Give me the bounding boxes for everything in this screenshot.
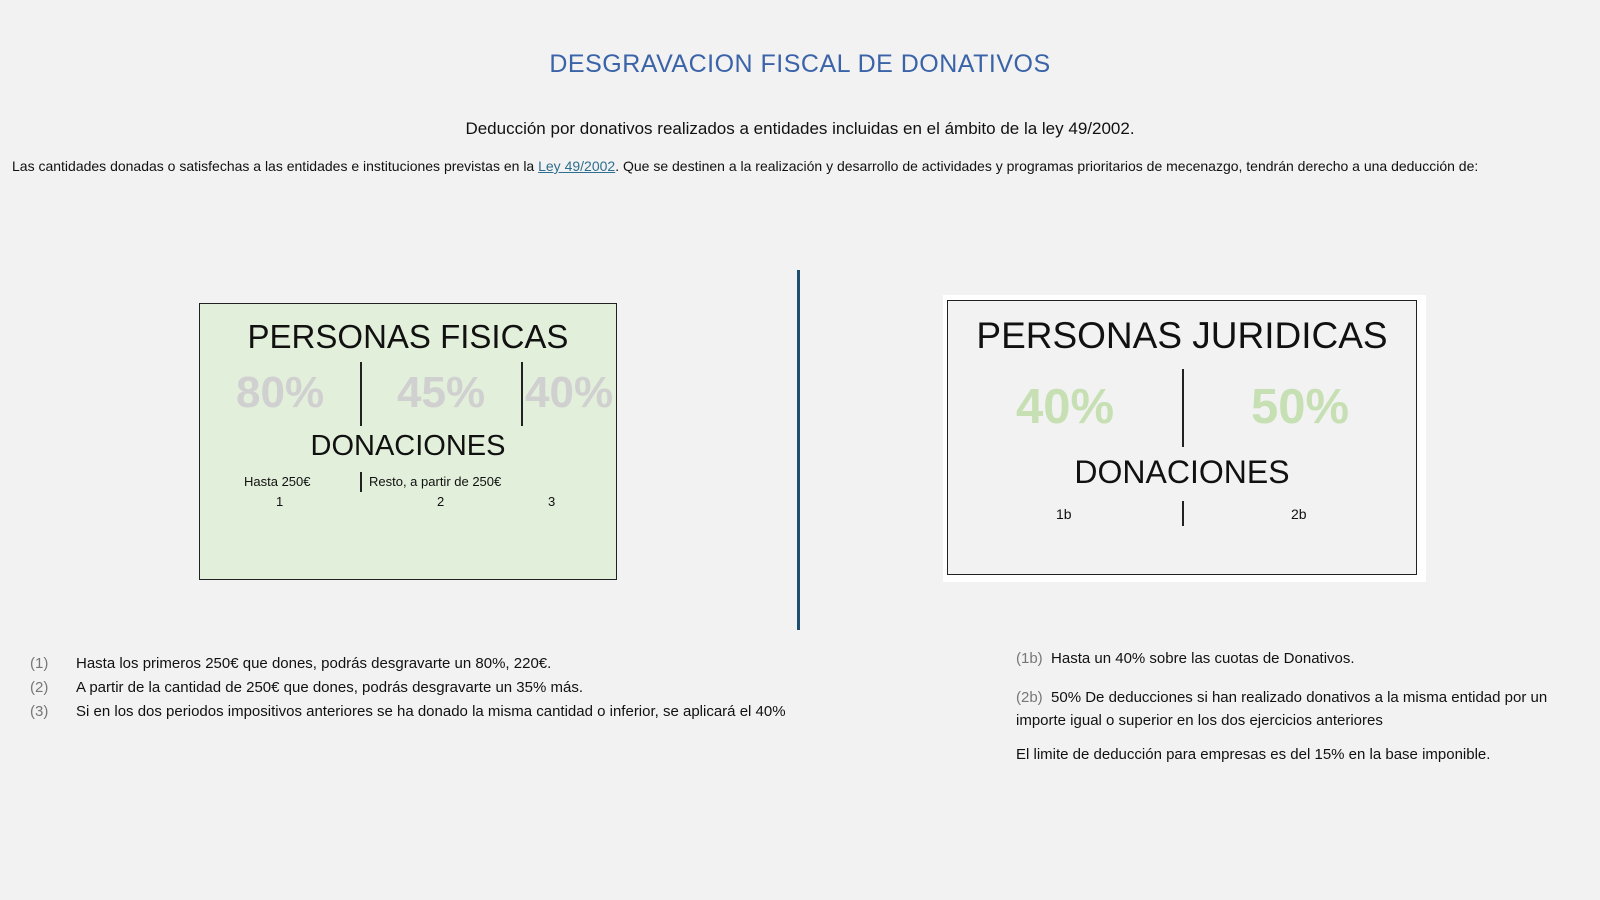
note-number: (2b): [1016, 689, 1043, 706]
limite-text: El limite de deducción para empresas es …: [1016, 746, 1491, 763]
fisicas-pct-2: 45%: [397, 368, 486, 417]
note-text: A partir de la cantidad de 250€ que done…: [76, 679, 584, 696]
fisicas-ref-2: 2: [437, 494, 445, 509]
note-text: Si en los dos periodos impositivos anter…: [76, 703, 786, 720]
separator: [360, 362, 362, 426]
personas-juridicas-box: PERSONAS JURIDICAS 40% 50% DONACIONES 1b…: [947, 300, 1417, 575]
juridicas-pct-1: 40%: [1016, 380, 1115, 434]
juridicas-ref-2: 2b: [1291, 506, 1307, 522]
note-text: Hasta los primeros 250€ que dones, podrá…: [76, 655, 552, 672]
fisicas-ref-1: 1: [276, 494, 284, 509]
fisicas-donaciones: DONACIONES: [310, 430, 506, 462]
fisicas-label-1: Hasta 250€: [244, 474, 311, 489]
subtitle: Deducción por donativos realizados a ent…: [465, 119, 1135, 138]
note-number: (2): [30, 679, 49, 696]
center-divider: [797, 270, 800, 630]
fisicas-ref-3: 3: [548, 494, 556, 509]
separator: [360, 472, 362, 492]
juridicas-donaciones: DONACIONES: [1074, 454, 1290, 490]
separator: [1182, 501, 1184, 526]
juridicas-pct-2: 50%: [1251, 380, 1350, 434]
fisicas-pct-3: 40%: [525, 368, 614, 417]
juridicas-ref-1: 1b: [1056, 506, 1072, 522]
intro-before: Las cantidades donadas o satisfechas a l…: [12, 158, 539, 174]
fisicas-pct-1: 80%: [236, 368, 325, 417]
note-number: (1): [30, 655, 49, 672]
note-juridicas-1: (1b) Hasta un 40% sobre las cuotas de Do…: [1016, 650, 1355, 667]
fisicas-label-2: Resto, a partir de 250€: [369, 474, 502, 489]
intro-text: Las cantidades donadas o satisfechas a l…: [12, 158, 1478, 174]
note-number: (1b): [1016, 650, 1043, 667]
separator: [1182, 369, 1184, 447]
note-text: Hasta un 40% sobre las cuotas de Donativ…: [1051, 650, 1355, 667]
separator: [521, 362, 523, 426]
page-title: DESGRAVACION FISCAL DE DONATIVOS: [549, 50, 1051, 78]
fisicas-heading: PERSONAS FISICAS: [247, 318, 569, 355]
ley-link[interactable]: Ley 49/2002: [538, 158, 616, 174]
note-juridicas-2: (2b) 50% De deducciones si han realizado…: [1016, 686, 1576, 732]
note-number: (3): [30, 703, 49, 720]
intro-after: . Que se destinen a la realización y des…: [615, 158, 1479, 174]
note-text: 50% De deducciones si han realizado dona…: [1016, 689, 1548, 729]
personas-fisicas-box: PERSONAS FISICAS 80% 45% 40% DONACIONES …: [199, 303, 617, 580]
juridicas-heading: PERSONAS JURIDICAS: [976, 315, 1388, 356]
